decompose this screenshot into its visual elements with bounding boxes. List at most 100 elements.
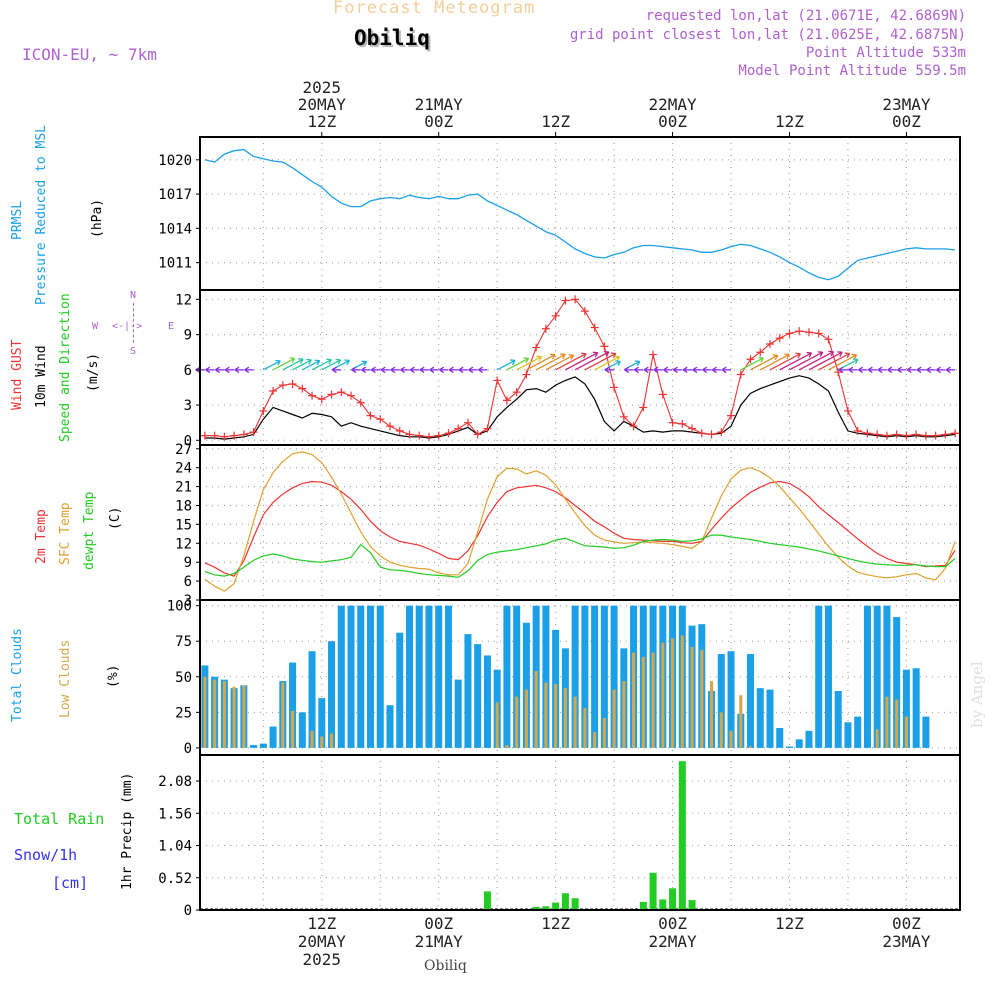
precip-bar — [649, 872, 657, 910]
wind-arrow-head — [370, 366, 376, 374]
gust-marker — [561, 296, 570, 305]
low-cloud-bar — [583, 708, 587, 748]
wind-arrow-head — [806, 351, 813, 358]
wind-arrow-head — [634, 360, 641, 367]
top-axis-label: 21MAY — [415, 95, 464, 114]
low-cloud-bar — [291, 710, 295, 748]
total-cloud-bar — [776, 727, 784, 748]
grid-coords: grid point closest lon,lat (21.0625E, 42… — [569, 27, 966, 43]
gust-marker — [317, 395, 326, 404]
wind-direction-arrow — [526, 354, 556, 371]
wind-arrow-head — [560, 353, 566, 360]
total-cloud-bar — [425, 605, 433, 748]
wind-arrow-head — [275, 359, 281, 366]
y-tick-label: 1014 — [158, 221, 192, 237]
precip-bar — [639, 901, 647, 910]
wind-direction-arrow — [311, 359, 332, 371]
wind-arrow-head — [610, 352, 617, 359]
gust-marker — [824, 335, 833, 344]
low-cloud-bar — [320, 736, 324, 748]
wind-direction-arrow — [828, 354, 857, 371]
gust-marker — [717, 428, 726, 437]
wind-direction-arrow — [798, 351, 834, 371]
low-cloud-bar — [534, 671, 538, 748]
wind-arrow-head — [936, 366, 941, 374]
wind-arrow-head — [326, 358, 332, 365]
gust-marker — [882, 431, 891, 440]
wind-direction-arrow — [321, 359, 341, 371]
panel-frame — [199, 444, 961, 601]
wind-arrow-head — [448, 366, 454, 374]
low-cloud-bar — [709, 681, 714, 748]
precip-bar — [659, 899, 667, 910]
wind-arrow-head — [653, 366, 659, 374]
wind-direction-arrow — [808, 351, 843, 371]
wind-arrow-head — [906, 366, 912, 374]
gust-marker — [444, 429, 453, 438]
total-cloud-bar — [883, 605, 891, 748]
wind-arrow-head — [643, 366, 649, 374]
wind-arrow-head — [916, 366, 922, 374]
wind-direction-arrow — [555, 353, 587, 371]
total-cloud-bar — [785, 746, 793, 748]
compass-vertical-line — [133, 303, 135, 343]
wind-arrow-head — [458, 366, 464, 374]
wind-arrow-head — [837, 351, 843, 357]
wind-10m-line — [204, 375, 956, 440]
gust-marker — [210, 431, 219, 440]
gust-marker — [921, 431, 930, 440]
total-cloud-bar — [922, 716, 930, 748]
precip-bar — [678, 761, 686, 910]
low-cloud-bar — [622, 681, 626, 748]
low-cloud-bar — [671, 638, 675, 748]
gust-marker — [785, 329, 794, 338]
total-cloud-bar — [328, 641, 336, 748]
gust-marker — [658, 390, 667, 399]
low-cloud-bar — [895, 699, 899, 748]
bottom-axis-label: 22MAY — [648, 932, 697, 951]
y-tick-label: 0 — [184, 433, 192, 449]
pressure-line — [204, 148, 956, 281]
wind-arrow-head — [390, 366, 396, 374]
gust-marker — [288, 379, 297, 388]
wind-arrow-head — [536, 355, 543, 362]
total-cloud-bar — [795, 739, 803, 748]
bottom-axis-label: 12Z — [775, 914, 804, 933]
top-axis-label: 12Z — [775, 112, 804, 131]
total-cloud-bar — [600, 605, 608, 748]
wind-arrow-head — [702, 366, 708, 374]
low-cloud-bar — [505, 745, 509, 748]
y-tick-label: 27 — [175, 442, 192, 458]
gust-marker — [356, 398, 365, 407]
wind-arrow-head — [478, 366, 484, 374]
total-cloud-bar — [250, 745, 258, 748]
wind-arrow-head — [795, 352, 802, 359]
wind-arrow-head — [614, 355, 621, 362]
temp-sfc-line — [204, 451, 956, 592]
bottom-axis-label: 12Z — [541, 914, 570, 933]
gust-marker — [580, 307, 589, 316]
station-title: Obiliq — [354, 26, 430, 50]
total-cloud-bar — [454, 679, 462, 748]
total-cloud-bar — [308, 651, 316, 748]
gust-marker — [434, 431, 443, 440]
gust-marker — [814, 329, 823, 338]
gust-marker — [804, 328, 813, 337]
gust-marker — [649, 350, 658, 359]
wind-arrow-head — [711, 366, 717, 374]
low-cloud-bar — [563, 688, 567, 748]
gust-marker — [775, 334, 784, 343]
total-cloud-bar — [893, 617, 901, 748]
wind-arrow-head — [604, 366, 610, 374]
y-tick-label: 1017 — [158, 187, 192, 203]
total-cloud-bar — [396, 632, 404, 748]
gust-marker — [502, 396, 511, 405]
gust-marker — [551, 311, 560, 320]
bottom-axis-label: 00Z — [892, 914, 921, 933]
wind-arrow-head — [633, 366, 639, 374]
y-tick-label: 6 — [184, 574, 192, 590]
compass-n: N — [130, 290, 137, 301]
y-tick-label: 1.04 — [158, 839, 192, 855]
wind-arrow-head — [858, 366, 864, 374]
y-tick-label: 6 — [184, 363, 192, 379]
